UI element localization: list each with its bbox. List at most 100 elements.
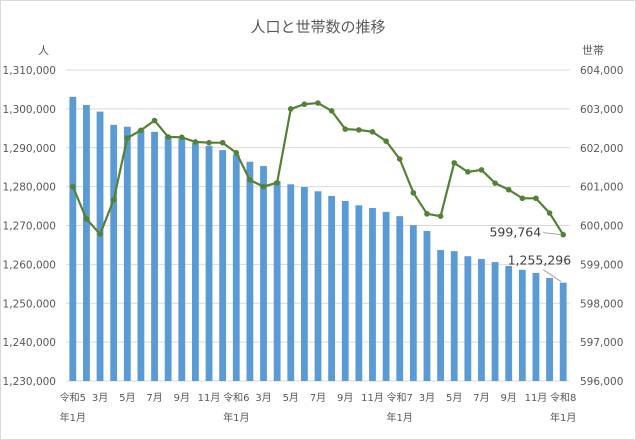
household-marker	[328, 108, 335, 114]
population-bar	[450, 251, 458, 381]
population-data-label: 1,255,296	[508, 253, 572, 268]
household-marker	[287, 106, 294, 112]
population-bar	[328, 195, 336, 381]
household-marker	[492, 180, 498, 186]
left-tick-label: 1,300,000	[3, 104, 56, 116]
right-tick-label: 602,000	[580, 143, 623, 155]
household-marker	[192, 139, 199, 145]
population-bar	[232, 154, 240, 381]
x-tick-label: 令和8	[550, 391, 576, 404]
household-marker	[260, 183, 267, 190]
x-tick-label: 11月	[361, 392, 384, 404]
population-bar	[437, 249, 444, 381]
household-marker	[437, 213, 444, 219]
right-tick-label: 601,000	[580, 182, 623, 194]
population-bar	[260, 166, 267, 381]
x-tick-label: 3月	[92, 392, 108, 404]
x-tick-label: 5月	[283, 392, 299, 404]
left-tick-label: 1,260,000	[3, 259, 56, 271]
population-bar	[518, 269, 526, 381]
household-marker	[505, 186, 512, 193]
right-tick-label: 603,000	[580, 104, 623, 116]
household-marker	[247, 177, 253, 183]
household-marker	[301, 101, 308, 108]
population-bar	[287, 184, 295, 381]
population-bar	[546, 277, 553, 381]
household-marker	[451, 160, 458, 166]
left-tick-label: 1,270,000	[3, 221, 56, 233]
household-marker	[560, 231, 566, 238]
right-tick-label: 596,000	[580, 376, 623, 388]
population-bar	[151, 131, 158, 381]
left-tick-label: 1,230,000	[3, 376, 56, 388]
population-bar	[491, 262, 499, 381]
left-axis-unit: 人	[38, 44, 49, 57]
household-line	[70, 100, 566, 238]
population-bar	[423, 230, 431, 381]
household-marker	[110, 197, 117, 203]
household-marker	[274, 179, 280, 186]
leader-line	[543, 232, 562, 236]
x-tick-label: 11月	[198, 392, 221, 404]
household-marker	[138, 127, 144, 134]
population-bar	[341, 201, 349, 381]
x-tick-label: 令和5	[60, 391, 86, 404]
household-marker	[206, 139, 212, 146]
household-marker	[233, 150, 240, 156]
x-tick-label-line2: 年1月	[387, 411, 413, 424]
x-tick-label: 7月	[473, 392, 489, 404]
right-axis-unit: 世帯	[582, 44, 604, 57]
x-tick-label: 9月	[174, 392, 190, 404]
population-bar	[273, 181, 281, 381]
household-marker	[533, 195, 539, 202]
household-marker	[97, 231, 103, 237]
left-tick-label: 1,280,000	[3, 182, 56, 194]
left-axis-ticks: 1,230,000 1,240,000 1,250,000 1,260,000 1,27…	[3, 65, 56, 388]
x-tick-label-line2: 年1月	[60, 411, 86, 424]
x-tick-label: 3月	[255, 392, 271, 404]
household-marker	[342, 126, 349, 132]
household-marker	[178, 134, 185, 141]
population-bar	[178, 138, 186, 381]
x-tick-label: 3月	[419, 392, 435, 404]
population-bar	[369, 208, 376, 381]
x-tick-label-line2: 年1月	[223, 411, 249, 424]
population-bar	[246, 161, 254, 381]
x-tick-label-line2: 年1月	[550, 411, 576, 424]
population-bar	[478, 258, 485, 381]
population-bar	[137, 129, 145, 381]
right-axis-ticks: 596,000 597,000 598,000 599,000 600,000 601,0…	[580, 65, 623, 388]
population-bar	[96, 111, 104, 381]
population-bar	[123, 126, 131, 381]
population-bar	[396, 216, 404, 381]
household-marker	[151, 117, 158, 124]
population-bars	[69, 96, 567, 382]
household-marker	[546, 210, 553, 216]
population-bar	[532, 272, 540, 381]
chart-title: 人口と世帯数の推移	[250, 18, 386, 36]
left-tick-label: 1,290,000	[3, 143, 56, 155]
household-marker	[410, 190, 417, 196]
household-marker	[356, 127, 362, 133]
population-bar	[219, 150, 227, 381]
household-marker	[465, 169, 471, 175]
population-bar	[505, 265, 513, 381]
x-tick-label: 7月	[146, 392, 162, 404]
population-bar	[164, 136, 172, 381]
right-tick-label: 597,000	[580, 337, 623, 349]
household-marker	[315, 100, 321, 106]
household-data-label: 599,764	[489, 225, 541, 240]
household-marker	[124, 135, 131, 141]
left-tick-label: 1,310,000	[3, 65, 56, 77]
population-bar	[559, 282, 567, 381]
right-tick-label: 598,000	[580, 298, 623, 310]
population-bar	[205, 145, 213, 381]
household-marker	[70, 183, 76, 190]
x-tick-label: 9月	[337, 392, 353, 404]
population-bar	[382, 211, 390, 381]
x-tick-label: 5月	[446, 392, 462, 404]
population-bar	[69, 96, 77, 381]
x-tick-label: 令和6	[223, 391, 249, 404]
